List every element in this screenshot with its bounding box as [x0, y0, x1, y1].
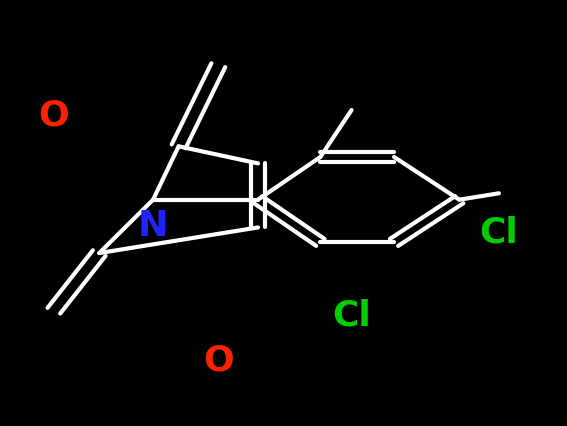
Text: O: O [203, 343, 234, 377]
Text: Cl: Cl [480, 215, 518, 249]
Text: O: O [39, 98, 69, 132]
Text: Cl: Cl [332, 298, 371, 332]
Text: N: N [138, 209, 168, 243]
